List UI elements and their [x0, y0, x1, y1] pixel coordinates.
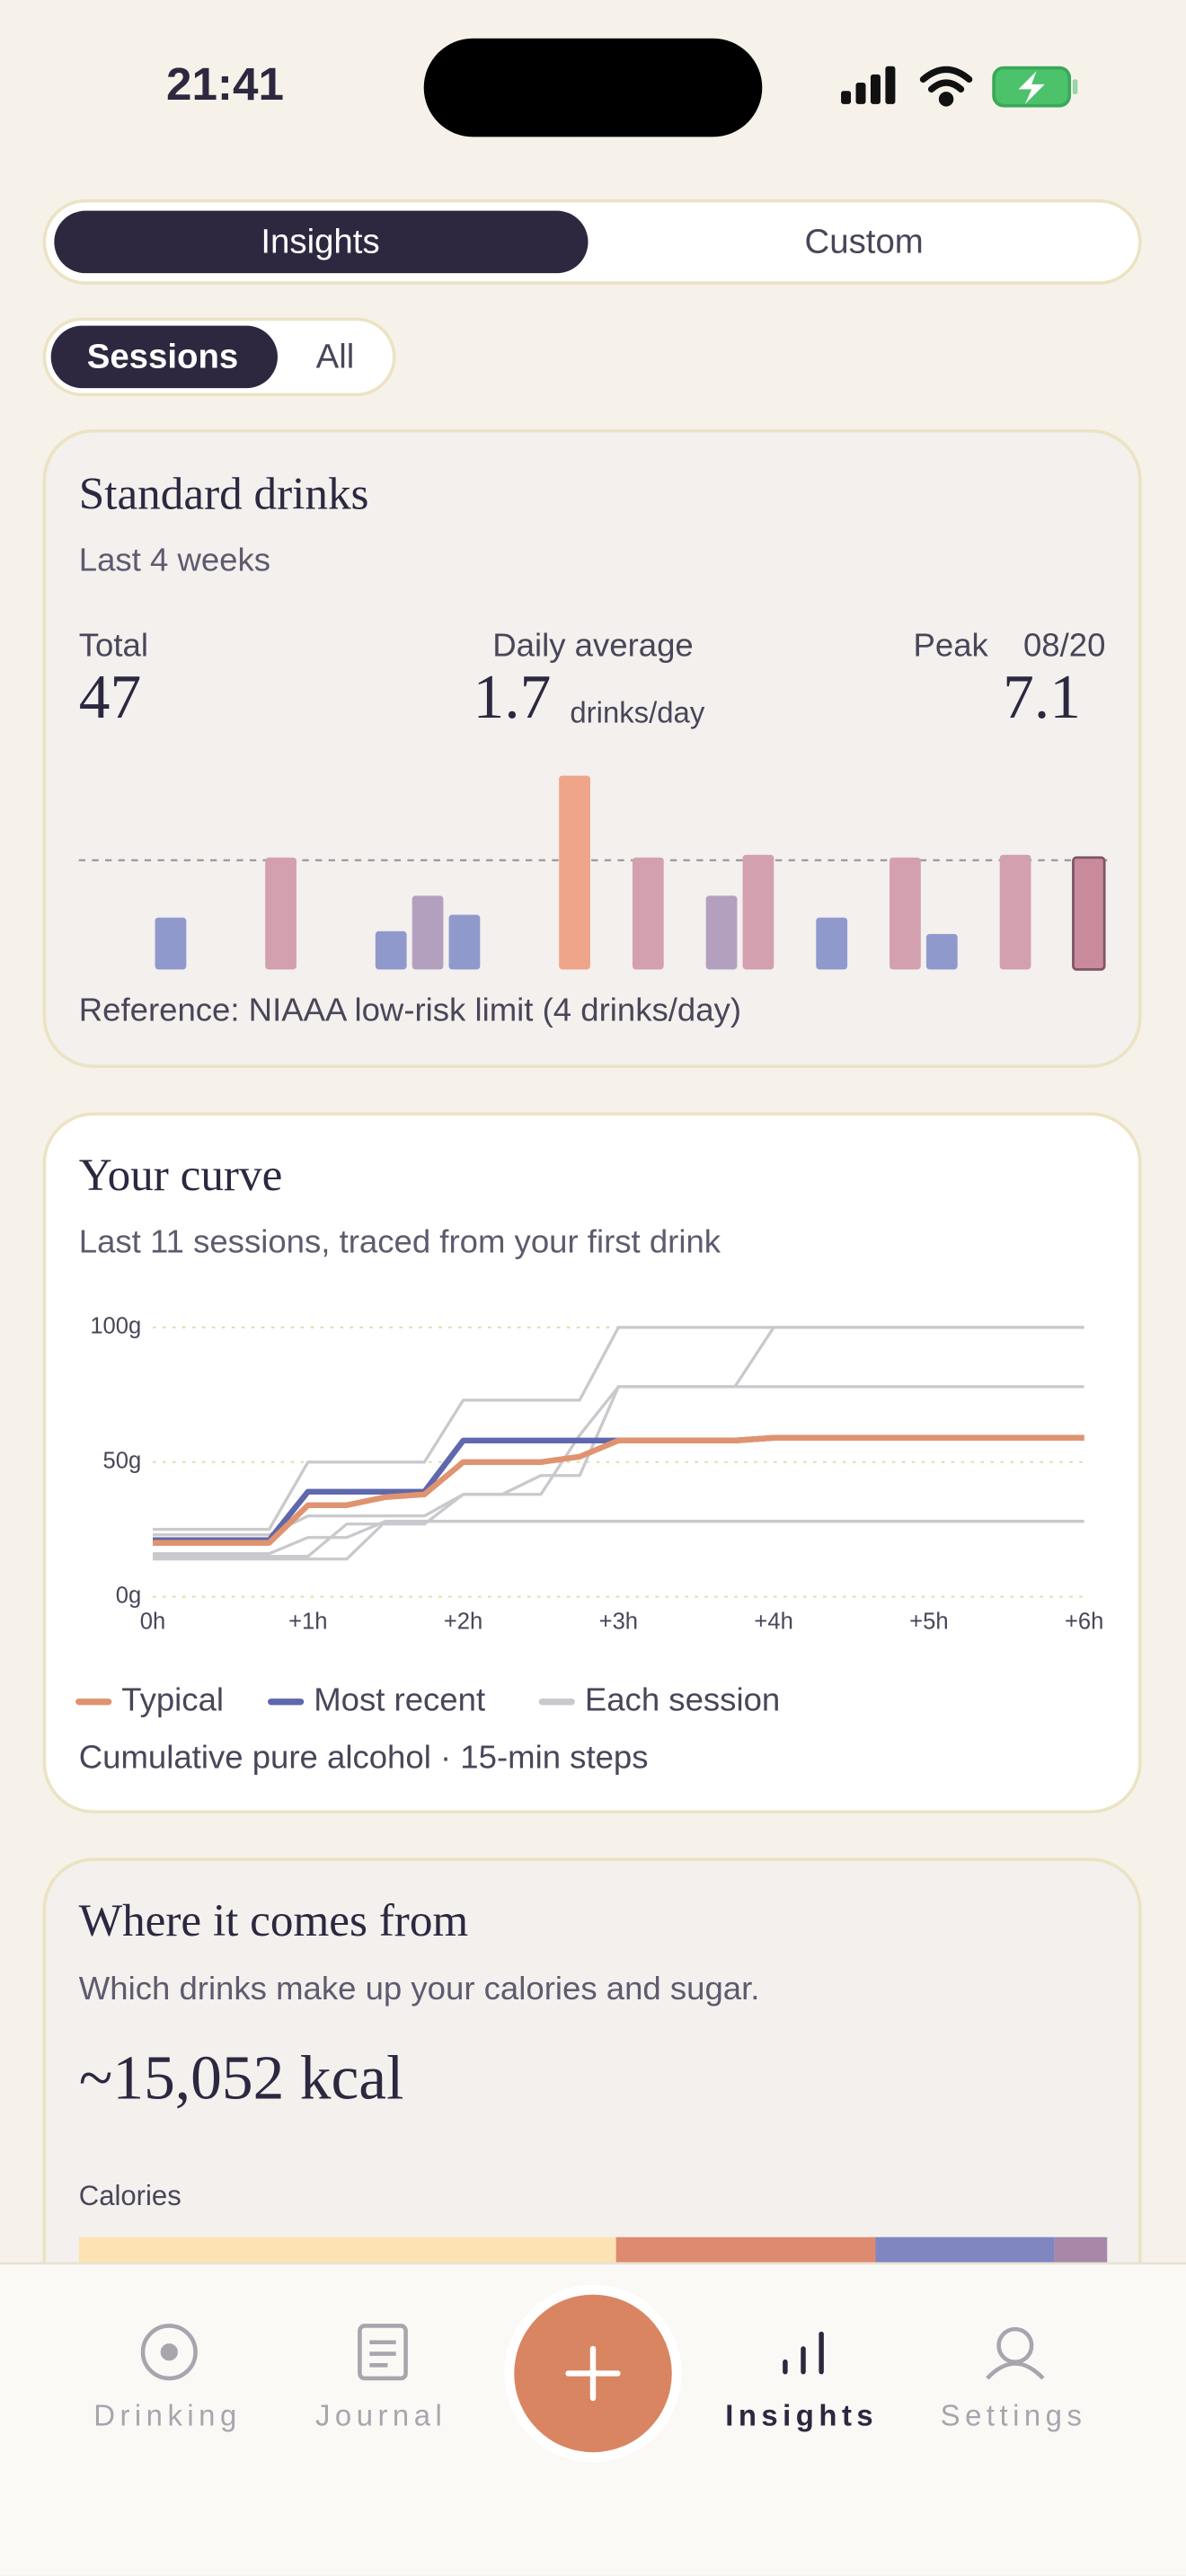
legend-label: Each session: [585, 1681, 780, 1717]
time: 21:41: [166, 58, 284, 110]
stat-value: 47: [79, 663, 141, 732]
battery-icon: [992, 66, 1078, 108]
bar: [705, 895, 738, 970]
bar-chart: [78, 775, 1108, 971]
card-subtitle: Last 11 sessions, traced from your first…: [79, 1222, 721, 1259]
card-title: Standard drinks: [79, 468, 369, 519]
y-tick-label: 100g: [90, 1314, 141, 1339]
bar: [559, 775, 590, 970]
bar: [448, 914, 481, 970]
reference-note: Reference: NIAAA low-risk limit (4 drink…: [79, 992, 741, 1028]
bar: [816, 917, 848, 970]
journal-icon[interactable]: [358, 2324, 408, 2381]
segment[interactable]: Sessions: [87, 337, 239, 375]
card-subtitle: Last 4 weeks: [79, 542, 270, 578]
stat-unit: drinks/day: [570, 696, 704, 729]
card-title: Your curve: [79, 1150, 283, 1201]
session-line: [153, 1385, 1084, 1558]
line-chart: 0g 50g 100g 0h +1h +2h +3h +4h +5h +6h Typical Most…: [75, 1314, 1103, 1717]
stat-label: Daily average: [492, 627, 693, 664]
card-subtitle: Which drinks make up your calories and s…: [79, 1970, 760, 2007]
y-tick-label: 0g: [116, 1583, 141, 1608]
insights-icon[interactable]: [783, 2331, 824, 2375]
wifi-icon: [919, 66, 973, 107]
series-line: [153, 1434, 1084, 1546]
drinking-icon[interactable]: [140, 2324, 198, 2381]
segment-active[interactable]: [50, 325, 278, 389]
settings-icon[interactable]: [986, 2326, 1045, 2380]
x-tick-label: +6h: [1065, 1610, 1103, 1635]
legend-label: Most recent: [314, 1681, 485, 1717]
stat-value: 7.1: [1003, 663, 1081, 732]
y-tick-label: 50g: [103, 1449, 142, 1474]
stat-label: Peak: [914, 627, 989, 664]
bar: [999, 854, 1031, 970]
bar: [925, 933, 958, 970]
x-tick-label: +3h: [599, 1610, 638, 1635]
legend-label: Typical: [121, 1681, 224, 1717]
nav-label[interactable]: Settings: [941, 2399, 1087, 2432]
nav-labels: Drinking Journal Insights Settings: [93, 2399, 1087, 2432]
segment[interactable]: All: [316, 337, 355, 375]
x-tick-label: +1h: [288, 1610, 327, 1635]
nav-label[interactable]: Insights: [725, 2399, 878, 2432]
tab[interactable]: Insights: [261, 222, 379, 260]
dynamic-island: [423, 38, 763, 137]
bar: [412, 895, 444, 970]
card: [42, 1112, 1142, 1814]
nav-label[interactable]: Journal: [315, 2399, 447, 2432]
signal-icon: [841, 66, 896, 104]
chart-note: Cumulative pure alcohol · 15-min steps: [79, 1738, 649, 1775]
bar: [375, 931, 407, 970]
bar: [265, 857, 296, 970]
card: [42, 428, 1142, 1069]
tab[interactable]: Custom: [805, 222, 924, 260]
x-tick-label: 0h: [140, 1610, 165, 1635]
bar-label: Calories: [79, 2180, 181, 2211]
bar: [742, 854, 774, 970]
add-icon: [565, 2345, 621, 2402]
x-tick-label: +4h: [754, 1610, 792, 1635]
tab-active[interactable]: [54, 210, 589, 274]
bar: [155, 917, 187, 970]
bar: [1072, 856, 1106, 971]
stat-date: 08/20: [1023, 627, 1105, 664]
stat-value: 1.7: [474, 663, 552, 732]
bar: [890, 857, 921, 970]
session-line: [153, 1520, 1084, 1561]
kcal-total: ~15,052 kcal: [79, 2044, 404, 2113]
card-title: Where it comes from: [79, 1895, 469, 1946]
x-tick-label: +5h: [909, 1610, 948, 1635]
bar: [632, 857, 664, 970]
nav-label[interactable]: Drinking: [93, 2399, 242, 2432]
x-tick-label: +2h: [444, 1610, 482, 1635]
stat-label: Total: [79, 627, 148, 664]
